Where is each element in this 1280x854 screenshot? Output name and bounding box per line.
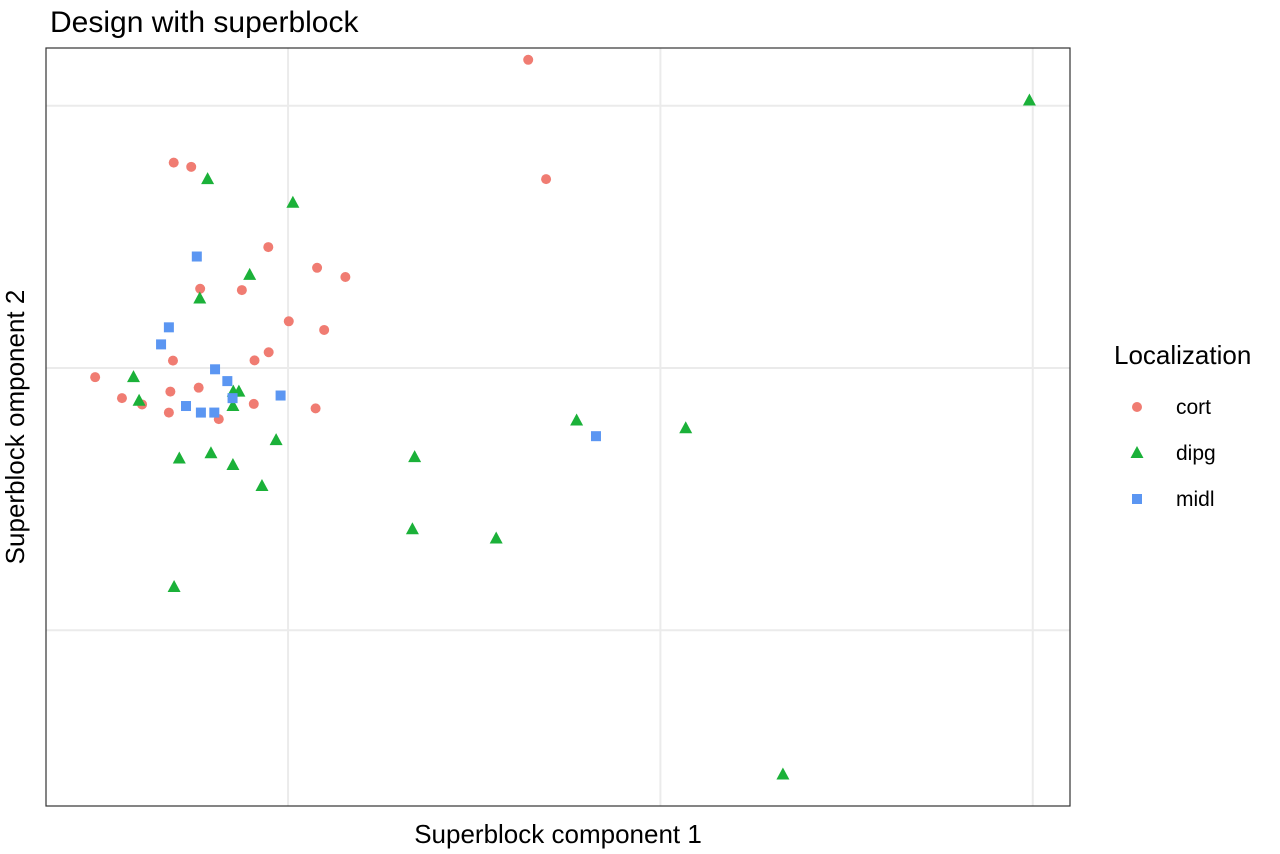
dipg-point-1 xyxy=(286,195,300,208)
dipg-point-21 xyxy=(1022,93,1036,106)
cort-point-5 xyxy=(312,262,323,273)
dipg-point-4 xyxy=(127,370,141,383)
dipg-point-15 xyxy=(408,450,422,463)
cort-point-11 xyxy=(319,324,330,335)
midl-point-3 xyxy=(210,364,221,375)
dipg-point-3 xyxy=(193,291,207,304)
midl-point-8 xyxy=(209,407,220,418)
dipg-point-2 xyxy=(243,267,257,280)
legend: Localization cort dipg midl xyxy=(1114,340,1251,511)
dipg-point-9 xyxy=(172,451,186,464)
legend-items: cort dipg midl xyxy=(1130,396,1216,511)
dipg-point-11 xyxy=(226,458,240,471)
dipg-point-16 xyxy=(405,522,419,535)
midl-point-9 xyxy=(275,390,286,401)
cort-point-7 xyxy=(249,355,260,366)
series-midl xyxy=(156,251,601,442)
cort-point-12 xyxy=(90,372,101,383)
cort-point-2 xyxy=(195,283,206,294)
midl-point-0 xyxy=(191,251,202,262)
cort-point-16 xyxy=(163,407,174,418)
cort-point-19 xyxy=(248,398,259,409)
legend-key-dipg xyxy=(1130,446,1144,458)
legend-key-midl xyxy=(1132,494,1142,504)
cort-point-17 xyxy=(193,382,204,393)
cort-point-15 xyxy=(165,386,176,397)
y-axis-title: Superblock omponent 2 xyxy=(0,290,30,565)
x-axis-title: Superblock component 1 xyxy=(414,819,702,849)
dipg-point-13 xyxy=(255,479,269,492)
midl-point-6 xyxy=(181,401,192,412)
cort-point-10 xyxy=(310,403,321,414)
midl-point-5 xyxy=(227,393,238,404)
cort-point-4 xyxy=(263,242,274,253)
dipg-point-14 xyxy=(167,579,181,592)
dipg-point-5 xyxy=(132,393,146,406)
cort-point-22 xyxy=(541,174,552,185)
dipg-point-18 xyxy=(570,413,584,426)
dipg-point-10 xyxy=(204,446,218,459)
midl-point-7 xyxy=(195,407,206,418)
midl-point-4 xyxy=(222,376,233,387)
gridlines xyxy=(46,48,1070,806)
dipg-point-0 xyxy=(201,172,215,185)
dipg-point-19 xyxy=(679,421,693,434)
legend-title: Localization xyxy=(1114,340,1251,370)
data-points xyxy=(90,54,1036,780)
midl-point-10 xyxy=(590,431,601,442)
series-cort xyxy=(90,54,552,425)
chart-title: Design with superblock xyxy=(50,6,359,39)
plot-panel-border xyxy=(45,47,1071,807)
cort-point-20 xyxy=(263,347,274,358)
dipg-point-8 xyxy=(226,399,240,412)
dipg-point-17 xyxy=(489,531,503,544)
cort-point-8 xyxy=(283,316,294,327)
cort-point-3 xyxy=(236,285,247,296)
cort-point-13 xyxy=(116,393,127,404)
cort-point-21 xyxy=(523,54,534,65)
series-dipg xyxy=(127,93,1036,780)
cort-point-9 xyxy=(340,271,351,282)
dipg-point-20 xyxy=(776,767,790,780)
midl-point-2 xyxy=(156,339,167,350)
midl-point-1 xyxy=(163,322,174,333)
legend-label-midl: midl xyxy=(1176,488,1215,511)
cort-point-1 xyxy=(186,161,197,172)
legend-label-cort: cort xyxy=(1176,396,1211,419)
dipg-point-12 xyxy=(269,433,283,446)
cort-point-0 xyxy=(168,157,179,168)
cort-point-6 xyxy=(167,355,178,366)
legend-label-dipg: dipg xyxy=(1176,442,1216,465)
legend-key-cort xyxy=(1132,402,1142,412)
